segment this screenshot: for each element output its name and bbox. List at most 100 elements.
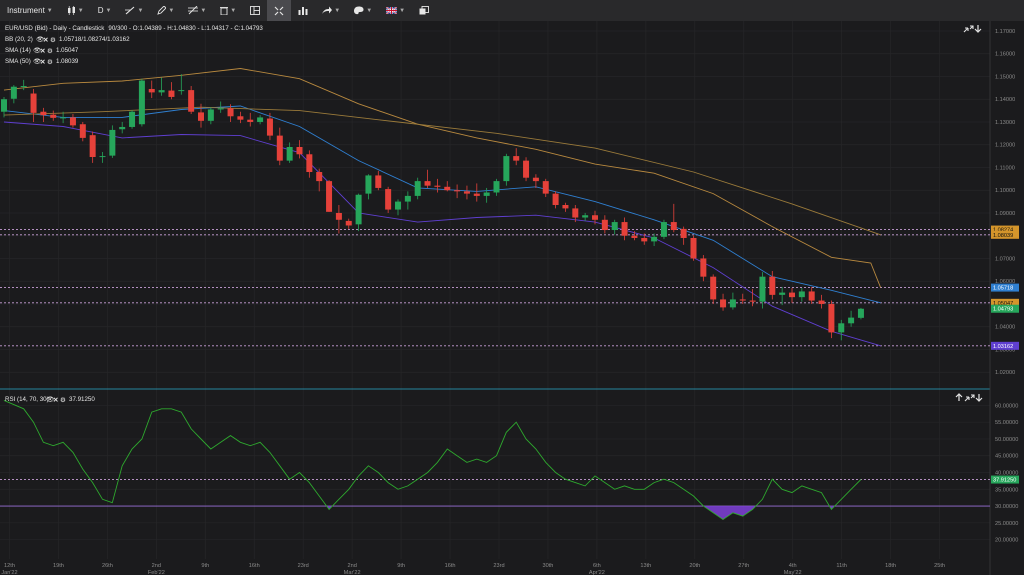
time-tick-label: 2nd [347, 563, 356, 569]
arrow-down-icon[interactable] [974, 25, 982, 33]
price-tag-bg [991, 298, 1019, 307]
eye-icon[interactable]: 👁 [33, 58, 42, 66]
candle [276, 127, 283, 166]
candle-body [60, 117, 67, 119]
eye-icon[interactable]: 👁 [33, 47, 42, 55]
price-tick-label: 1.13000 [995, 120, 1015, 126]
theme-menu[interactable]: ▼ [347, 0, 379, 21]
candle [848, 310, 855, 327]
toolbar: Instrument ▼ ▼ D ▼ ▼ ▼ ▼ ▼ ▼ ▼ ▼ [0, 0, 1024, 22]
candle [247, 112, 254, 127]
candle [50, 110, 57, 121]
candle-body [296, 146, 303, 155]
time-tick-label: May'22 [784, 570, 802, 575]
crosshair-button[interactable] [267, 0, 292, 21]
time-tick-label: 20th [689, 563, 700, 569]
candle-body [395, 201, 401, 210]
candle-body [365, 175, 372, 194]
gear-icon[interactable]: ⚙ [47, 58, 53, 66]
layout-button[interactable] [243, 0, 267, 21]
candle-body [631, 235, 638, 238]
gear-icon[interactable]: ⚙ [50, 36, 56, 44]
candle-body [759, 276, 766, 302]
candle [168, 82, 175, 100]
gear-icon[interactable]: ⚙ [60, 396, 66, 404]
candle-body [198, 112, 204, 121]
rsi-tick-label: 20.00000 [995, 538, 1018, 544]
close-icon[interactable]: ✕ [43, 37, 49, 44]
uk-flag-icon [386, 7, 398, 14]
main-pane-controls [963, 25, 982, 33]
arrow-down-icon[interactable] [975, 394, 983, 402]
candle [79, 121, 86, 142]
candle [769, 270, 776, 300]
delete-menu[interactable]: ▼ [213, 0, 243, 21]
candle-body [316, 172, 323, 182]
candle [237, 111, 244, 124]
candle-body [69, 117, 76, 126]
candle [365, 174, 372, 200]
price-tag-label: 1.08274 [993, 228, 1013, 234]
candle-body [857, 308, 864, 318]
new-window-button[interactable] [412, 0, 436, 21]
window-icon [419, 6, 430, 15]
candle-body [769, 276, 776, 295]
candle-body [710, 276, 717, 300]
candle [749, 289, 756, 307]
chart-type-menu[interactable]: ▼ [60, 0, 91, 21]
rsi-tick-label: 40.00000 [995, 471, 1018, 477]
annotation-menu[interactable]: ▼ [150, 0, 181, 21]
candle-body [572, 208, 579, 218]
eye-icon[interactable]: 👁 [46, 396, 55, 404]
eye-icon[interactable]: 👁 [36, 36, 45, 44]
candle-body [739, 299, 746, 301]
candle-body [1, 99, 7, 112]
timeframe-menu[interactable]: D ▼ [91, 0, 119, 21]
chevron-down-icon: ▼ [399, 7, 406, 14]
price-tag-bg [991, 341, 1019, 350]
fibonacci-menu[interactable]: ▼ [181, 0, 213, 21]
candle-body [227, 108, 234, 117]
candle [404, 191, 411, 210]
language-menu[interactable]: ▼ [379, 0, 412, 21]
candle [680, 226, 687, 245]
candle-body [818, 300, 825, 304]
timeframe-label: D [97, 6, 104, 15]
rsi-legend: RSI (14, 70, 30) 👁 ✕ ⚙ 37.91250 [5, 396, 95, 405]
candle-body [99, 156, 106, 158]
indicator-bb-value: 1.05718/1.08274/1.03162 [59, 36, 130, 43]
candle-body [266, 118, 273, 136]
expand-icon[interactable] [964, 394, 975, 402]
gear-icon[interactable]: ⚙ [47, 47, 53, 55]
candle [838, 319, 845, 341]
level-lines [0, 229, 990, 507]
rsi-legend-name: RSI (14, 70, 30) [5, 396, 49, 403]
arrow-up-icon[interactable] [955, 393, 963, 401]
rsi-tick-label: 55.00000 [995, 420, 1018, 426]
price-tag: 1.03162 [991, 341, 1019, 350]
time-tick-label: 23rd [493, 563, 504, 569]
price-tag-label: 1.04793 [993, 307, 1013, 313]
time-tick-label: 18th [885, 563, 896, 569]
drawing-tools-menu[interactable]: ▼ [118, 0, 150, 21]
time-tick-label: 23rd [298, 563, 309, 569]
candle-body [89, 135, 96, 157]
close-icon[interactable]: ✕ [53, 397, 59, 404]
instrument-menu[interactable]: Instrument ▼ [0, 0, 60, 21]
indicators-button[interactable] [291, 0, 315, 21]
close-icon[interactable]: ✕ [40, 59, 46, 66]
chart-area[interactable]: 1.17000 1.16000 1.15000 1.14000 1.13000 1.120… [0, 21, 1024, 575]
time-tick-label: 9th [397, 563, 405, 569]
candle-body [601, 219, 608, 231]
candle [375, 170, 382, 191]
candle-body [326, 181, 333, 212]
candle-body [848, 317, 855, 324]
share-menu[interactable]: ▼ [315, 0, 347, 21]
time-tick-label: 2nd [152, 563, 161, 569]
candle [611, 219, 618, 235]
close-icon[interactable]: ✕ [40, 48, 46, 55]
expand-icon[interactable] [963, 25, 974, 33]
price-tag-label: 1.05718 [993, 286, 1013, 292]
price-tick-label: 1.03000 [995, 347, 1015, 353]
